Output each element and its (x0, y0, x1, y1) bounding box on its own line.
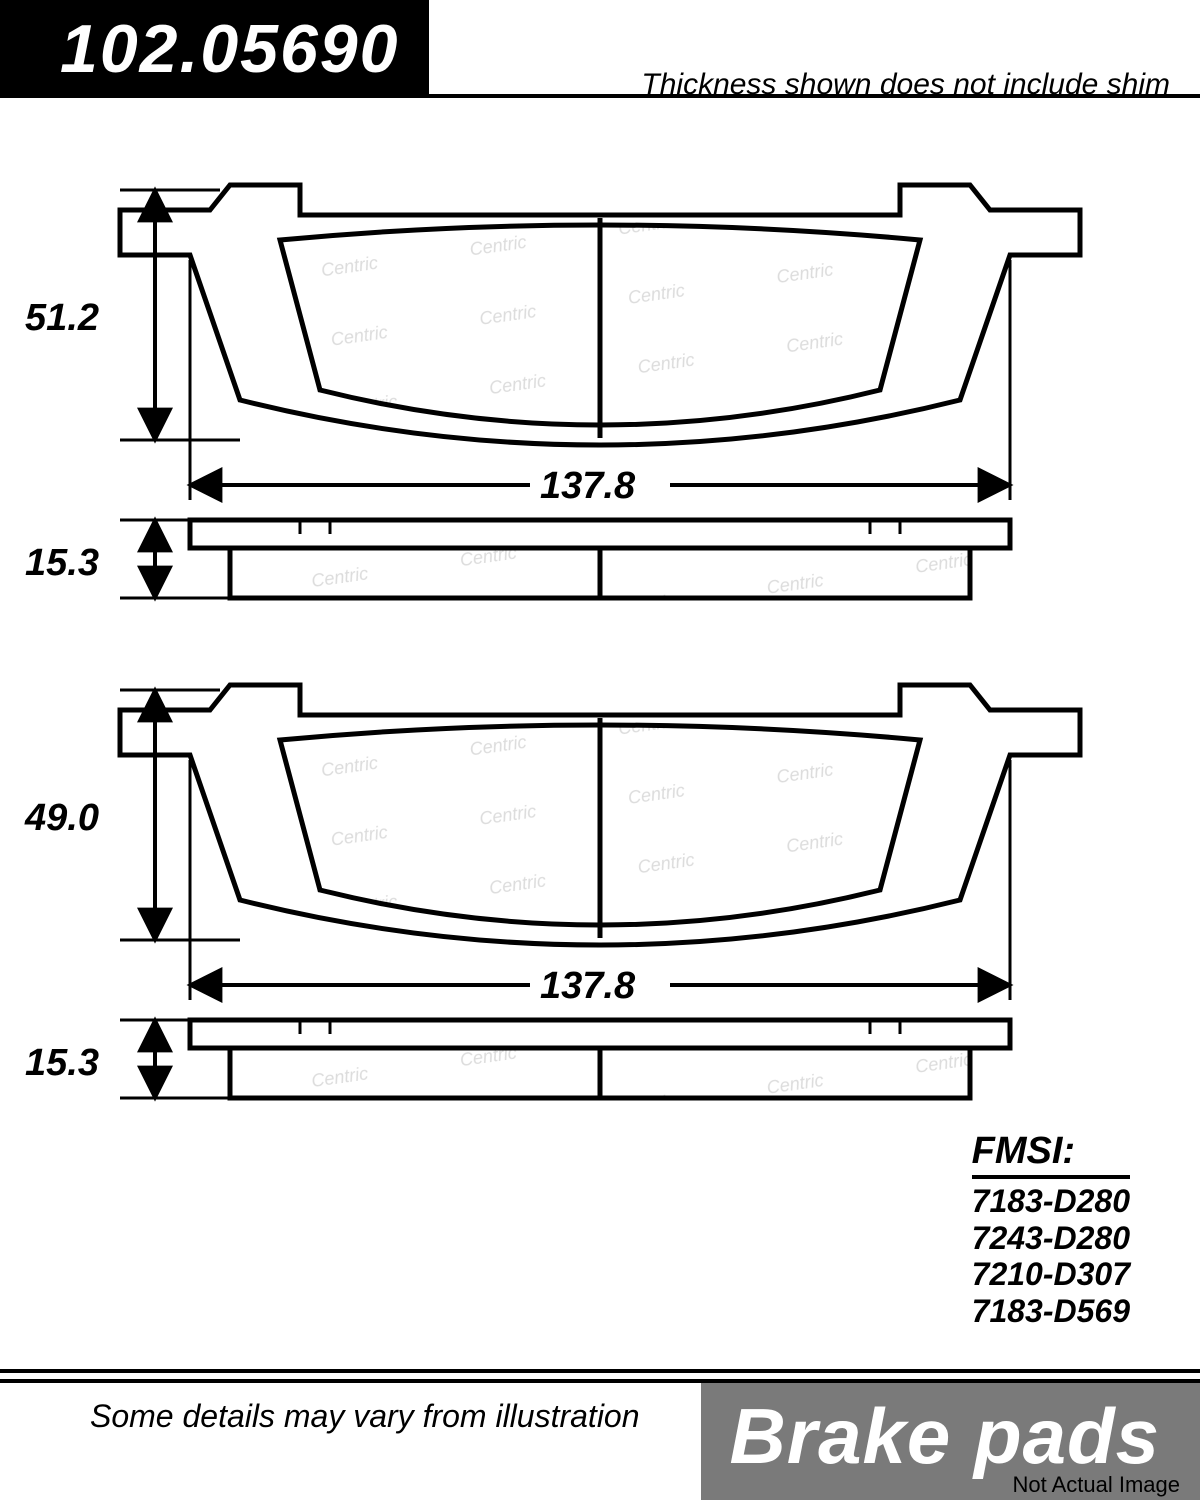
pad-2-face: 49.0 137.8 (24, 685, 1080, 1007)
dim-side2-thickness: 15.3 (25, 1042, 99, 1084)
dim-pad2-width: 137.8 (540, 965, 636, 1007)
pad-2-side: 15.3 (25, 1020, 1010, 1098)
thickness-note: Thickness shown does not include shim (641, 68, 1170, 102)
fmsi-title: FMSI: (972, 1130, 1130, 1179)
pad-1-side: 15.3 (25, 520, 1010, 598)
dim-side1-thickness: 15.3 (25, 542, 99, 584)
footer: Some details may vary from illustration … (0, 1369, 1200, 1500)
disclaimer-text: Some details may vary from illustration (0, 1383, 660, 1500)
fmsi-code: 7243-D280 (972, 1220, 1130, 1257)
footer-rule (0, 1369, 1200, 1383)
part-number: 102.05690 (0, 0, 429, 98)
fmsi-code: 7183-D280 (972, 1183, 1130, 1220)
dim-pad1-width: 137.8 (540, 465, 636, 507)
fmsi-code: 7183-D569 (972, 1293, 1130, 1330)
pad-1-face: 51.2 137.8 (25, 185, 1080, 507)
diagram-svg: Centric 51.2 137.8 15 (0, 140, 1200, 1300)
dim-pad2-height: 49.0 (24, 797, 99, 839)
fmsi-box: FMSI: 7183-D280 7243-D280 7210-D307 7183… (972, 1130, 1130, 1330)
not-actual-note: Not Actual Image (1012, 1472, 1180, 1498)
dim-pad1-height: 51.2 (25, 297, 99, 339)
technical-diagram: Centric 51.2 137.8 15 (0, 140, 1200, 1300)
fmsi-code: 7210-D307 (972, 1256, 1130, 1293)
